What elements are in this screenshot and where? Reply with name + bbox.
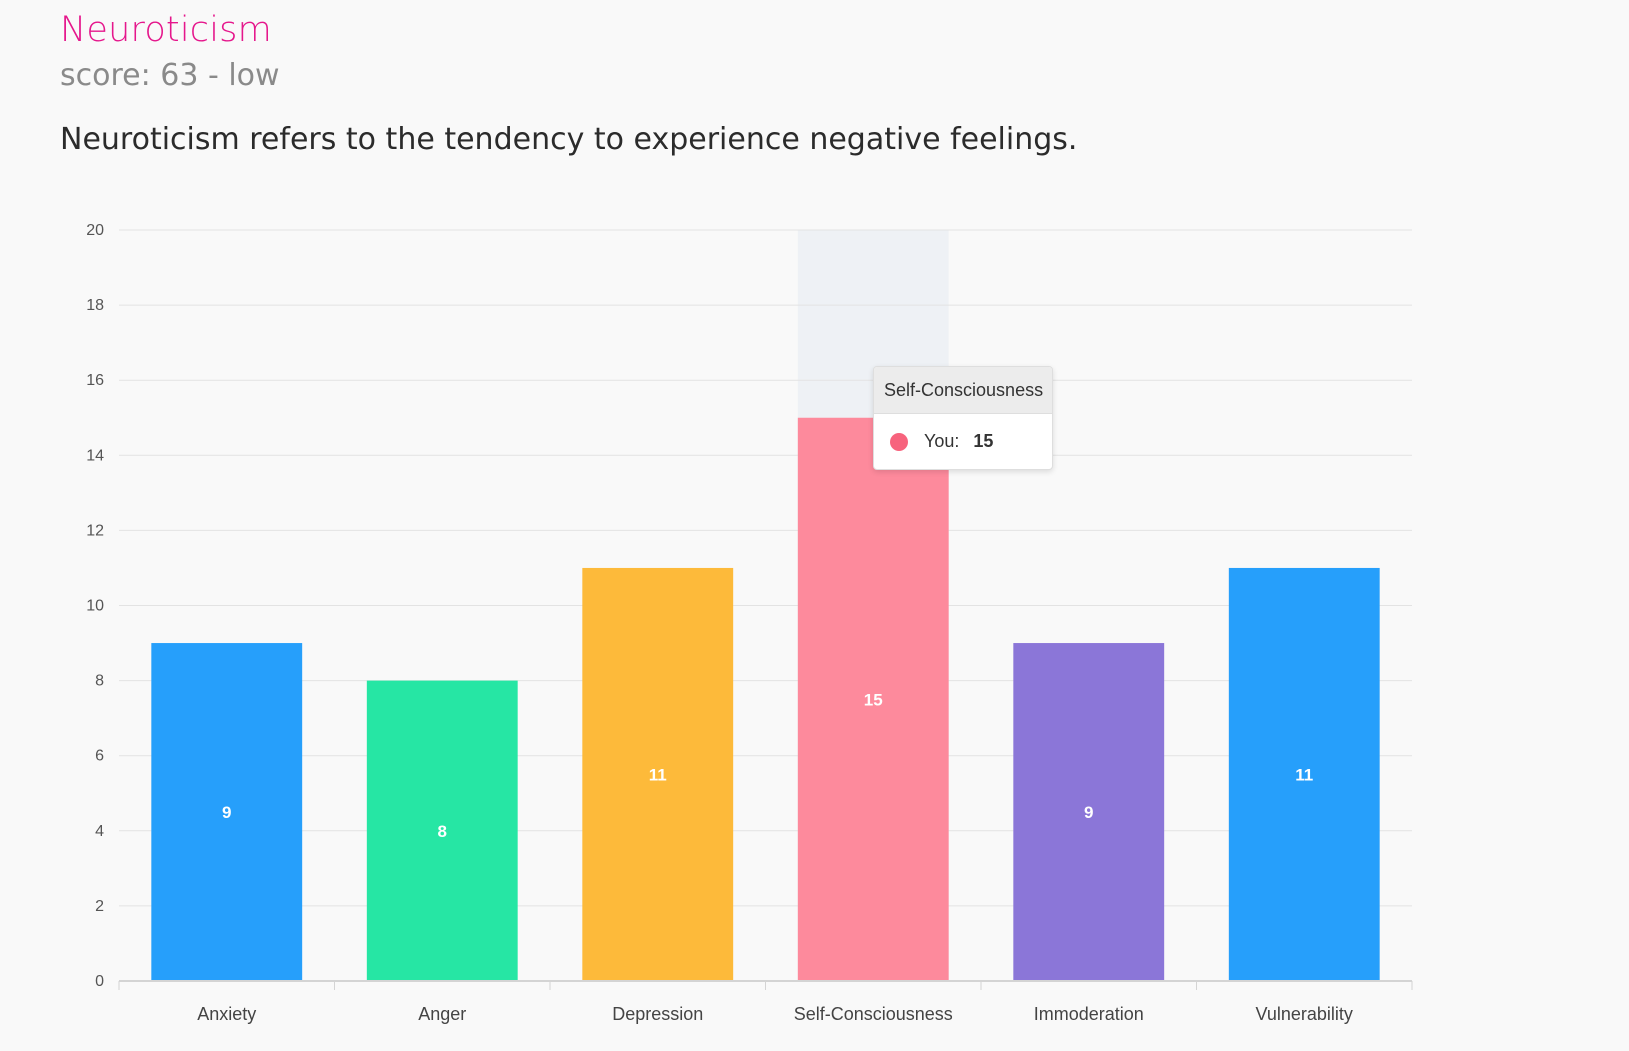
- tooltip-series-label: You:: [924, 431, 960, 451]
- chart-tooltip: Self-Consciousness You: 15: [873, 366, 1053, 470]
- y-tick-label: 4: [95, 823, 104, 840]
- trait-description: Neuroticism refers to the tendency to ex…: [60, 122, 1078, 157]
- bar-depression: [582, 567, 734, 981]
- tooltip-title: Self-Consciousness: [874, 367, 1052, 414]
- x-category-label: Anger: [418, 1004, 466, 1024]
- y-tick-label: 2: [95, 898, 104, 915]
- tooltip-series-dot-icon: [890, 432, 908, 451]
- bar-immoderation: [1013, 643, 1165, 981]
- data-label: 8: [438, 822, 447, 841]
- y-tick-label: 20: [86, 222, 104, 239]
- y-tick-label: 12: [86, 522, 104, 539]
- x-category-label: Vulnerability: [1256, 1004, 1353, 1024]
- bar-self-consciousness: [797, 417, 949, 981]
- bar-anxiety: [151, 643, 303, 981]
- x-category-label: Immoderation: [1034, 1004, 1144, 1024]
- data-label: 9: [1084, 803, 1093, 822]
- page-title: Neuroticism: [60, 10, 272, 50]
- data-label: 15: [864, 690, 883, 709]
- score-text: score: 63 - low: [60, 58, 280, 93]
- y-tick-label: 14: [86, 447, 104, 464]
- y-tick-label: 16: [86, 372, 104, 389]
- tooltip-body: You: 15: [874, 414, 1052, 469]
- x-category-label: Self-Consciousness: [794, 1004, 953, 1024]
- y-tick-label: 10: [86, 598, 104, 615]
- tooltip-value: 15: [973, 431, 994, 451]
- data-label: 9: [222, 803, 231, 822]
- y-tick-label: 6: [95, 748, 104, 765]
- data-label: 11: [1295, 765, 1313, 784]
- y-tick-label: 18: [86, 297, 104, 314]
- y-tick-label: 0: [95, 973, 104, 990]
- x-category-label: Anxiety: [197, 1004, 256, 1024]
- bar-anger: [366, 680, 518, 981]
- y-tick-label: 8: [95, 673, 104, 690]
- bar-vulnerability: [1228, 567, 1380, 981]
- x-category-label: Depression: [612, 1004, 703, 1024]
- data-label: 11: [649, 765, 667, 784]
